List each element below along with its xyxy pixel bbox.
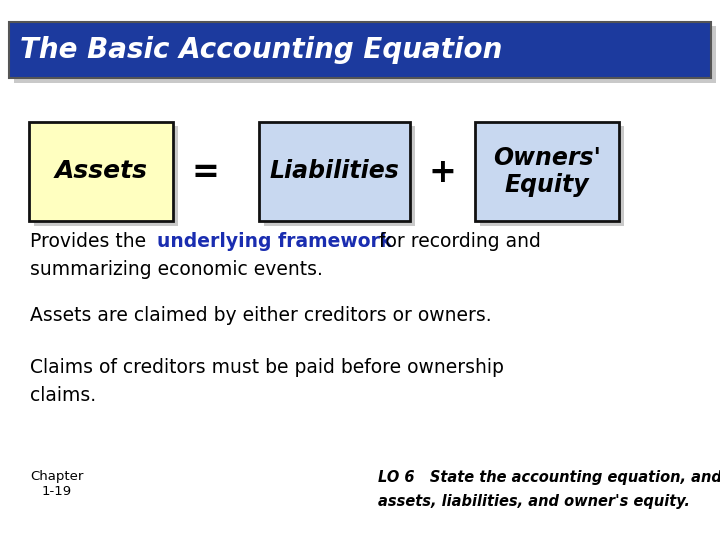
Text: summarizing economic events.: summarizing economic events. (30, 260, 323, 279)
Text: Assets are claimed by either creditors or owners.: Assets are claimed by either creditors o… (30, 306, 492, 325)
Text: Liabilities: Liabilities (270, 159, 400, 184)
FancyBboxPatch shape (14, 26, 716, 83)
Text: Assets: Assets (54, 159, 148, 184)
Text: Owners'
Equity: Owners' Equity (493, 146, 601, 197)
Text: Claims of creditors must be paid before ownership: Claims of creditors must be paid before … (30, 358, 504, 377)
Text: assets, liabilities, and owner's equity.: assets, liabilities, and owner's equity. (378, 494, 690, 509)
Text: Provides the: Provides the (30, 232, 152, 251)
FancyBboxPatch shape (480, 126, 624, 226)
Text: claims.: claims. (30, 386, 96, 405)
Text: +: + (429, 156, 456, 190)
Text: underlying framework: underlying framework (157, 232, 392, 251)
Text: LO 6   State the accounting equation, and define: LO 6 State the accounting equation, and … (378, 470, 720, 485)
FancyBboxPatch shape (34, 126, 178, 226)
Text: The Basic Accounting Equation: The Basic Accounting Equation (20, 36, 503, 64)
FancyBboxPatch shape (29, 122, 173, 221)
FancyBboxPatch shape (475, 122, 619, 221)
Text: for recording and: for recording and (373, 232, 541, 251)
Text: Chapter
1-19: Chapter 1-19 (30, 470, 84, 498)
FancyBboxPatch shape (259, 122, 410, 221)
Text: =: = (192, 156, 219, 190)
FancyBboxPatch shape (9, 22, 711, 78)
FancyBboxPatch shape (264, 126, 415, 226)
